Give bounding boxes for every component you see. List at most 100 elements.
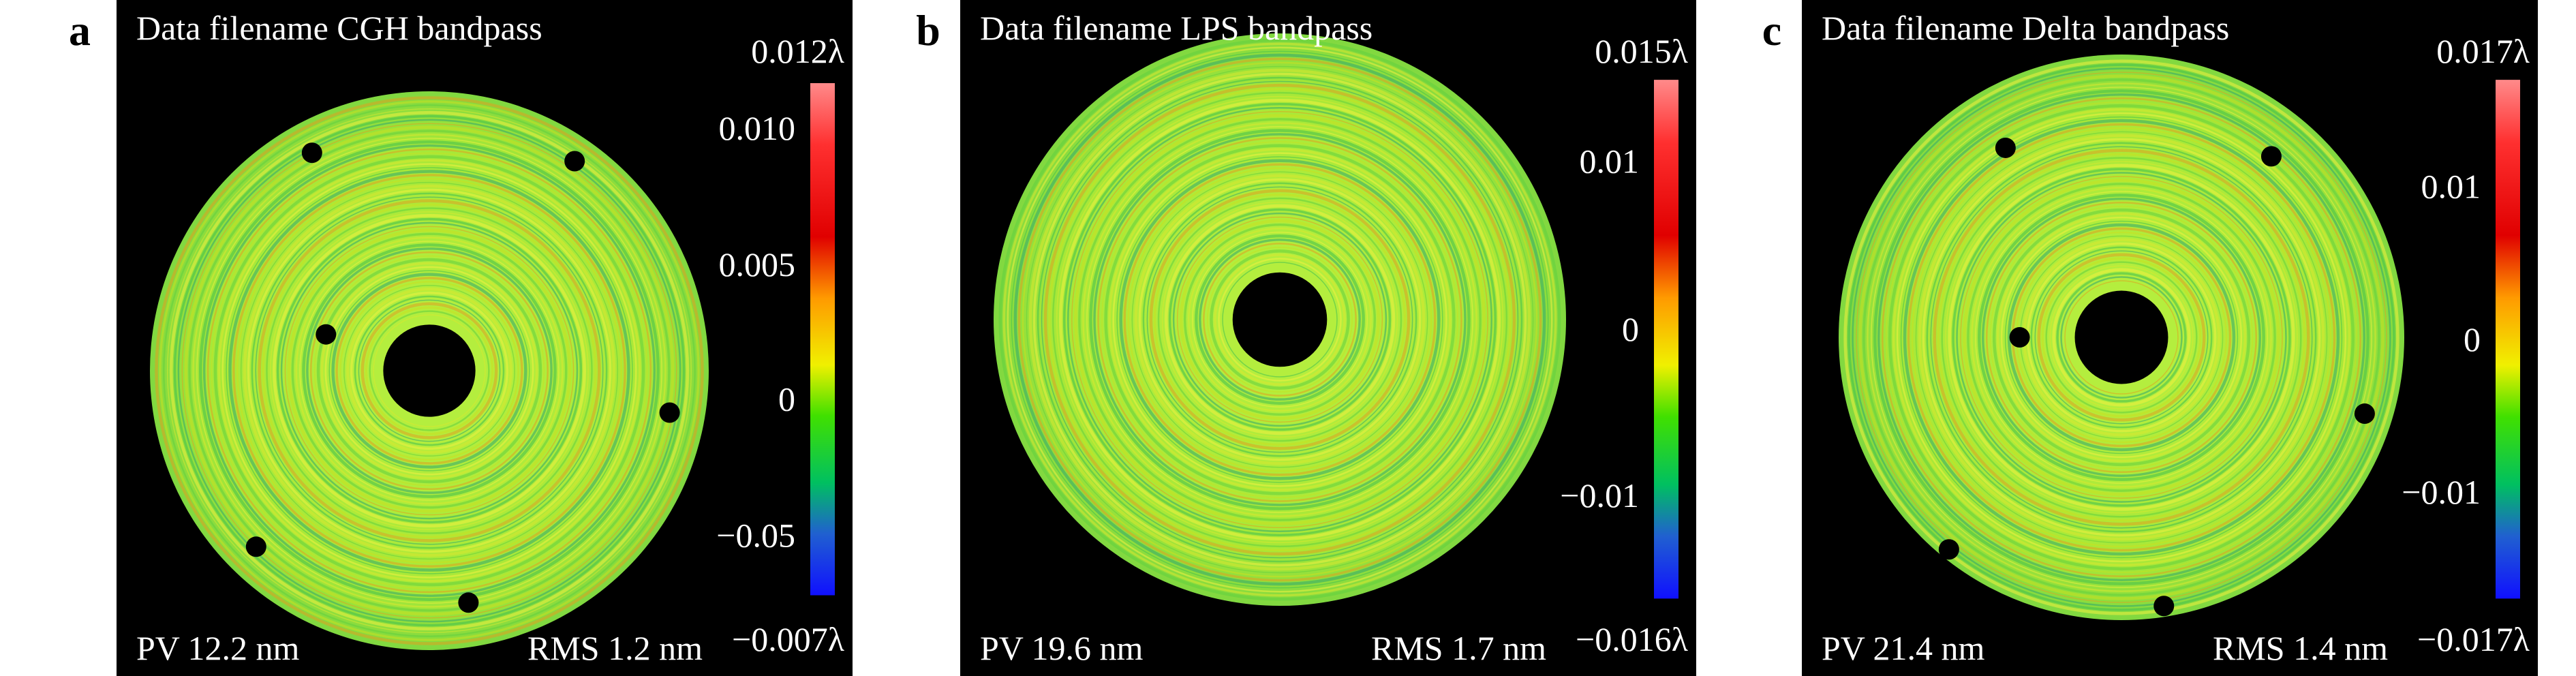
ring (1900, 116, 2343, 559)
colorbar-max: 0.017λ (2436, 32, 2530, 70)
ring (1986, 202, 2257, 473)
ring (188, 129, 671, 612)
ring (1915, 131, 2328, 544)
ring (1002, 42, 1557, 597)
ring (1097, 137, 1462, 502)
ring (2049, 265, 2194, 410)
ring (1176, 216, 1383, 423)
fiducial-dot (245, 536, 266, 557)
ring (1168, 208, 1392, 431)
ring (211, 152, 648, 589)
ring (1112, 152, 1447, 487)
ring (1047, 87, 1512, 552)
ring (1967, 183, 2276, 492)
ring (1852, 67, 2391, 607)
ring (1856, 72, 2387, 603)
ring (166, 108, 692, 634)
ring (240, 181, 619, 560)
ring (1867, 82, 2376, 592)
panel-letter: c (1762, 6, 1781, 55)
ring (221, 163, 637, 579)
ring (369, 310, 490, 431)
ring (1056, 95, 1504, 544)
ring (1017, 57, 1542, 582)
ring (2034, 250, 2209, 425)
ring (1172, 212, 1387, 427)
ring (324, 266, 534, 476)
ring (1011, 50, 1549, 589)
ring (270, 211, 589, 530)
colorbar-min: −0.016λ (1576, 620, 1688, 658)
ring (213, 155, 645, 587)
ring (2004, 220, 2239, 455)
ring (1093, 133, 1467, 506)
ring (1996, 212, 2247, 463)
ring (1179, 219, 1381, 420)
ring (1918, 134, 2325, 541)
ring (295, 236, 564, 505)
ring (1149, 189, 1411, 450)
ring (1877, 93, 2365, 581)
ring (1907, 123, 2336, 552)
ring (1131, 171, 1428, 468)
ring (247, 188, 612, 553)
colorbar-tick-label: 0.005 (719, 245, 796, 283)
ring (232, 174, 626, 568)
ring (320, 262, 538, 480)
ring (1022, 61, 1538, 578)
map-title: Data filename CGH bandpass (136, 9, 542, 47)
ring (1041, 80, 1519, 559)
colorbar-max: 0.012λ (751, 32, 844, 70)
ring (1210, 249, 1350, 390)
ring (1903, 119, 2340, 556)
ring (1862, 78, 2380, 596)
ring (1214, 253, 1346, 386)
ring (280, 221, 579, 520)
panel: Data filename LPS bandpass 0.015λ −0.016λ 0… (960, 0, 1696, 676)
ring (1843, 59, 2399, 615)
ring (361, 302, 498, 440)
ring (1032, 72, 1527, 567)
panel-letter: b (916, 6, 940, 55)
ring (1192, 232, 1368, 408)
panel-letter: a (69, 6, 91, 55)
ring (1028, 68, 1531, 571)
ring (2037, 253, 2206, 422)
ring (1952, 168, 2291, 507)
ring (1157, 197, 1402, 442)
ring (1963, 179, 2280, 496)
ring (196, 138, 662, 604)
ring (202, 144, 656, 598)
rms-label: RMS 1.2 nm (527, 629, 703, 667)
ring (1013, 53, 1546, 586)
fiducial-dot (301, 142, 322, 164)
ring (1933, 149, 2310, 526)
ring (1052, 91, 1508, 548)
colorbar (1654, 80, 1678, 599)
pv-label: PV 21.4 nm (1822, 629, 1985, 667)
ring (1971, 187, 2272, 488)
ring (1207, 247, 1353, 393)
colorbar-tick-label: 0.01 (1580, 142, 1640, 181)
ring (1982, 198, 2261, 477)
ring (299, 241, 559, 501)
ring (1086, 126, 1473, 513)
ring (354, 295, 505, 446)
ring (1858, 74, 2385, 600)
ring (339, 281, 519, 461)
panel: Data filename CGH bandpass 0.012λ −0.007λ 0… (117, 0, 853, 676)
fiducial-dot (2260, 146, 2282, 167)
ring (1926, 142, 2317, 533)
map-title: Data filename Delta bandpass (1822, 9, 2229, 47)
center-hole (383, 324, 476, 417)
ring (1941, 157, 2302, 518)
ring (1183, 223, 1377, 416)
ring (181, 123, 677, 619)
ring (155, 96, 704, 645)
map-title: Data filename LPS bandpass (980, 9, 1373, 47)
ring (1037, 76, 1523, 563)
ring (1199, 239, 1361, 401)
ring (1885, 101, 2358, 574)
ring (199, 140, 660, 601)
